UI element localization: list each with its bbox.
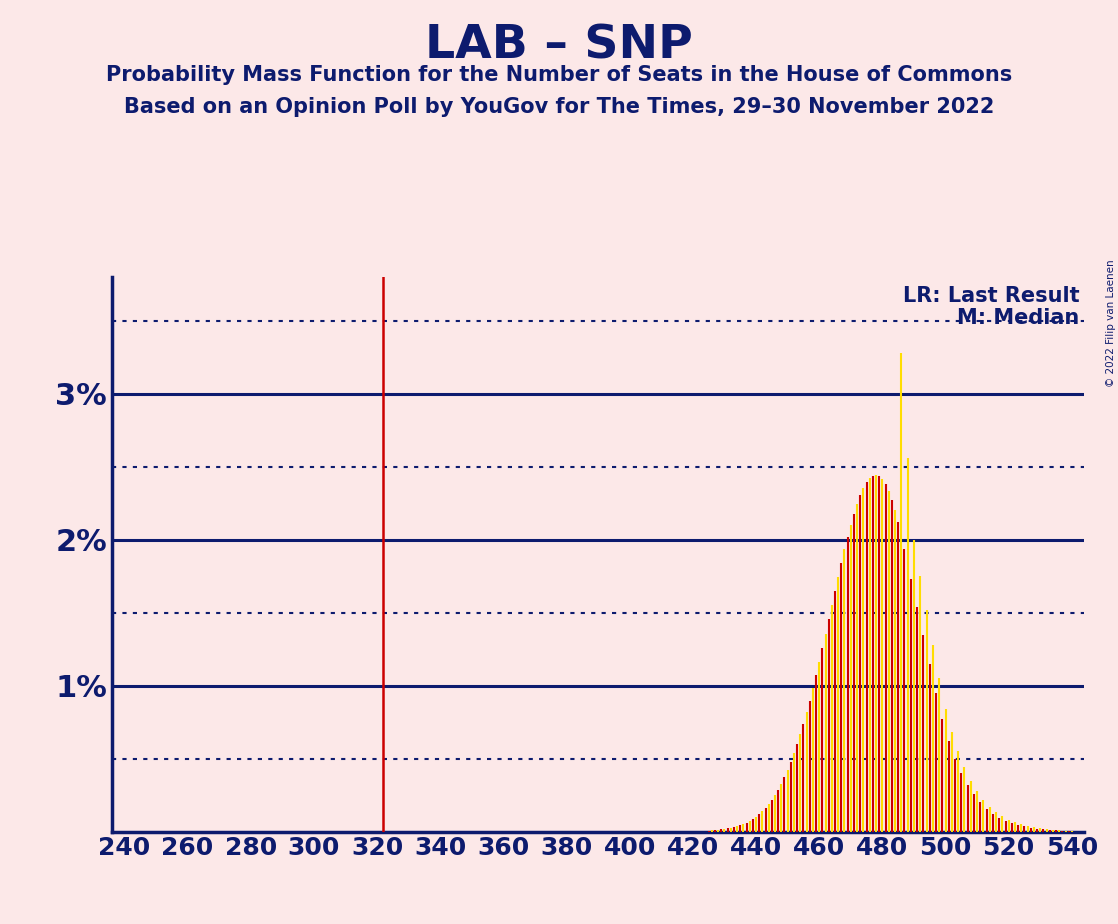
Text: © 2022 Filip van Laenen: © 2022 Filip van Laenen <box>1106 260 1116 387</box>
Text: Probability Mass Function for the Number of Seats in the House of Commons: Probability Mass Function for the Number… <box>106 65 1012 85</box>
Text: LAB – SNP: LAB – SNP <box>425 23 693 68</box>
Text: Based on an Opinion Poll by YouGov for The Times, 29–30 November 2022: Based on an Opinion Poll by YouGov for T… <box>124 97 994 117</box>
Text: M: Median: M: Median <box>957 308 1080 328</box>
Text: LR: Last Result: LR: Last Result <box>903 286 1080 306</box>
